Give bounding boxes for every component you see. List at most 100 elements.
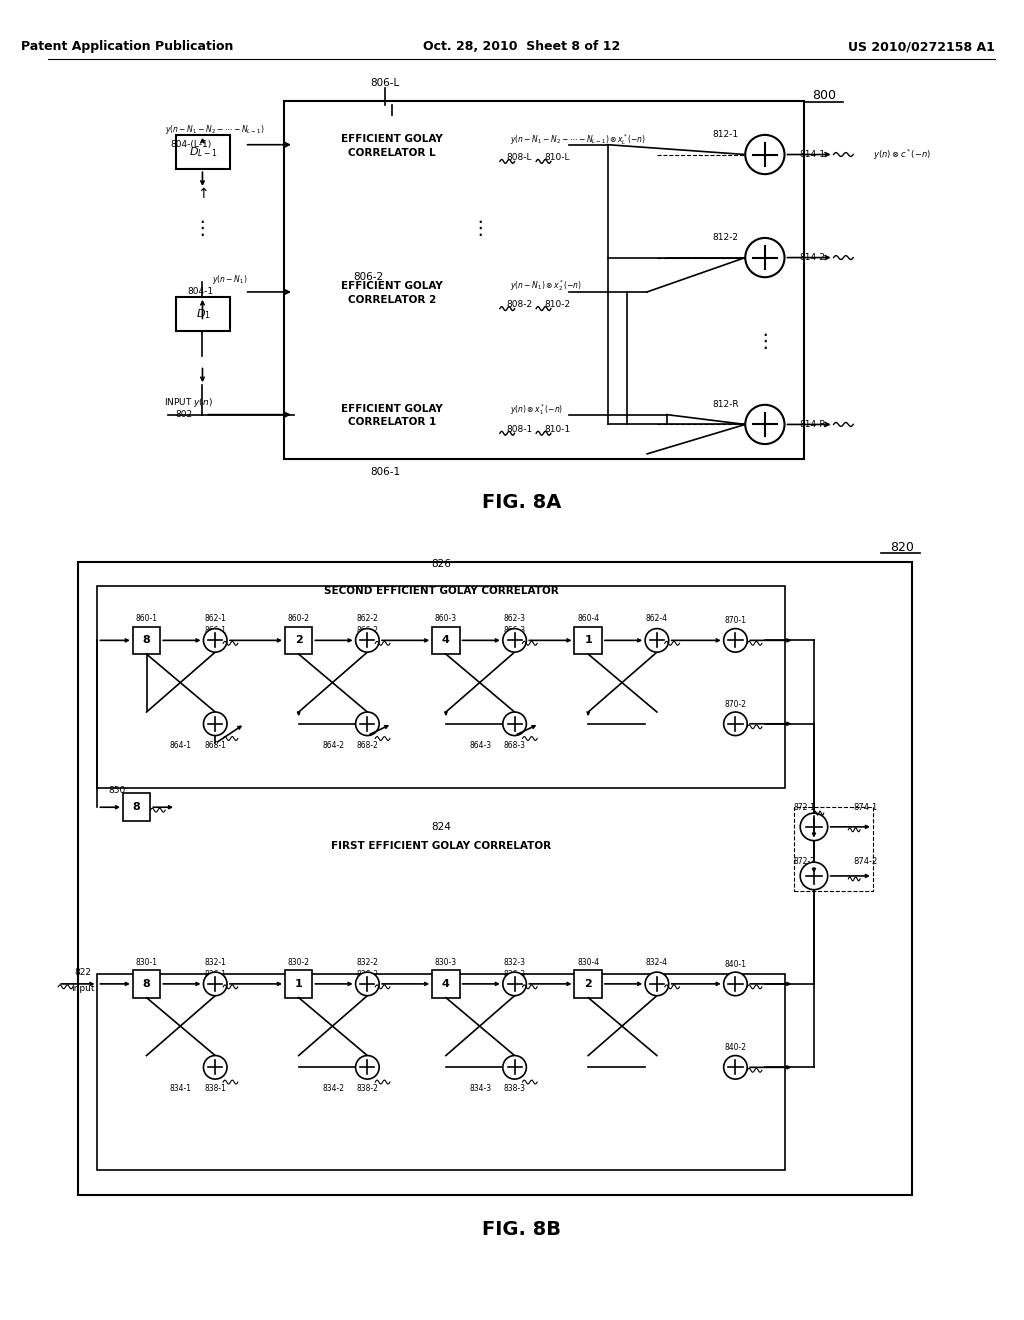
Text: 874-2: 874-2 <box>853 857 878 866</box>
Text: FIRST EFFICIENT GOLAY CORRELATOR: FIRST EFFICIENT GOLAY CORRELATOR <box>331 841 551 851</box>
Circle shape <box>355 1056 379 1080</box>
FancyBboxPatch shape <box>574 970 602 998</box>
Text: 808-L: 808-L <box>507 153 532 162</box>
Text: 864-3: 864-3 <box>469 741 492 750</box>
Circle shape <box>503 1056 526 1080</box>
Text: 806-2: 806-2 <box>353 272 383 282</box>
Text: 812-R: 812-R <box>713 400 739 409</box>
Text: ⋮: ⋮ <box>193 219 212 238</box>
Text: 868-2: 868-2 <box>356 741 378 750</box>
Text: 840-2: 840-2 <box>724 1043 746 1052</box>
Text: 862-4: 862-4 <box>646 614 668 623</box>
Text: Patent Application Publication: Patent Application Publication <box>20 40 233 53</box>
Text: 2: 2 <box>295 635 302 645</box>
FancyBboxPatch shape <box>133 970 161 998</box>
Text: 832-2: 832-2 <box>356 958 378 966</box>
Text: 820: 820 <box>890 541 914 553</box>
Text: 8: 8 <box>142 635 151 645</box>
Text: 866-2: 866-2 <box>356 626 378 635</box>
Text: 812-2: 812-2 <box>713 234 738 243</box>
Text: 870-1: 870-1 <box>724 616 746 626</box>
Text: $D_{L-1}$: $D_{L-1}$ <box>188 145 217 160</box>
Circle shape <box>503 628 526 652</box>
Circle shape <box>724 972 748 995</box>
Text: Input: Input <box>71 985 94 994</box>
Text: 810-1: 810-1 <box>544 425 570 434</box>
Text: $y(n)\otimes x_1^*(-n)$: $y(n)\otimes x_1^*(-n)$ <box>510 403 563 417</box>
Circle shape <box>800 862 827 890</box>
Text: 830-1: 830-1 <box>135 958 158 966</box>
Text: 872-2: 872-2 <box>794 857 815 866</box>
Text: 812-1: 812-1 <box>713 131 738 140</box>
Text: 832-1: 832-1 <box>205 958 226 966</box>
Text: EFFICIENT GOLAY: EFFICIENT GOLAY <box>341 404 442 413</box>
Text: 4: 4 <box>442 635 450 645</box>
Circle shape <box>724 711 748 735</box>
Text: 866-3: 866-3 <box>504 626 525 635</box>
FancyBboxPatch shape <box>123 793 151 821</box>
FancyBboxPatch shape <box>432 627 460 655</box>
Text: 874-1: 874-1 <box>853 803 878 812</box>
Circle shape <box>745 135 784 174</box>
Text: INPUT $y(n)$: INPUT $y(n)$ <box>164 396 213 409</box>
Text: 810-2: 810-2 <box>544 300 570 309</box>
Text: 810-L: 810-L <box>544 153 569 162</box>
Text: 804-(L-1): 804-(L-1) <box>170 140 211 149</box>
FancyBboxPatch shape <box>284 100 804 459</box>
Text: 860-4: 860-4 <box>578 614 599 623</box>
FancyBboxPatch shape <box>285 970 312 998</box>
Text: 830-4: 830-4 <box>578 958 599 966</box>
Text: 822: 822 <box>74 968 91 977</box>
Text: EFFICIENT GOLAY: EFFICIENT GOLAY <box>341 133 442 144</box>
FancyBboxPatch shape <box>97 586 784 788</box>
Text: 872-1: 872-1 <box>794 803 815 812</box>
Text: 864-2: 864-2 <box>322 741 344 750</box>
Text: 860-3: 860-3 <box>435 614 457 623</box>
Text: 4: 4 <box>442 979 450 989</box>
Text: FIG. 8A: FIG. 8A <box>481 494 561 512</box>
Text: 830-3: 830-3 <box>435 958 457 966</box>
Text: CORRELATOR 1: CORRELATOR 1 <box>348 417 436 428</box>
Text: 806-1: 806-1 <box>370 466 400 477</box>
Text: 808-2: 808-2 <box>507 300 532 309</box>
Text: $y(n-N_1)\otimes x_2^*(-n)$: $y(n-N_1)\otimes x_2^*(-n)$ <box>510 277 582 293</box>
Text: 814-2: 814-2 <box>800 253 825 263</box>
Text: 2: 2 <box>585 979 592 989</box>
Text: FIG. 8B: FIG. 8B <box>482 1220 561 1238</box>
Text: 836-1: 836-1 <box>204 970 226 978</box>
FancyBboxPatch shape <box>285 627 312 655</box>
Circle shape <box>355 628 379 652</box>
Text: 838-3: 838-3 <box>504 1085 525 1093</box>
Text: 834-3: 834-3 <box>469 1085 492 1093</box>
Text: 836-3: 836-3 <box>504 970 525 978</box>
FancyBboxPatch shape <box>574 627 602 655</box>
Circle shape <box>204 972 227 995</box>
Text: 802: 802 <box>175 411 193 420</box>
Circle shape <box>645 972 669 995</box>
Circle shape <box>355 711 379 735</box>
Text: 866-1: 866-1 <box>204 626 226 635</box>
Text: 808-1: 808-1 <box>507 425 532 434</box>
FancyBboxPatch shape <box>97 974 784 1171</box>
Text: 850: 850 <box>109 785 126 795</box>
Text: 860-1: 860-1 <box>135 614 158 623</box>
Text: $y(n-N_1)$: $y(n-N_1)$ <box>212 273 248 285</box>
Text: 814-1: 814-1 <box>800 150 825 158</box>
Text: 814-R: 814-R <box>800 420 826 429</box>
Text: CORRELATOR L: CORRELATOR L <box>348 148 436 157</box>
Text: CORRELATOR 2: CORRELATOR 2 <box>348 294 436 305</box>
Text: 862-1: 862-1 <box>205 614 226 623</box>
Text: 862-3: 862-3 <box>504 614 525 623</box>
Circle shape <box>745 238 784 277</box>
Circle shape <box>204 711 227 735</box>
Text: US 2010/0272158 A1: US 2010/0272158 A1 <box>849 40 995 53</box>
Circle shape <box>204 1056 227 1080</box>
Text: 1: 1 <box>585 635 592 645</box>
Text: 860-2: 860-2 <box>288 614 309 623</box>
Text: 800: 800 <box>812 90 836 102</box>
Circle shape <box>503 711 526 735</box>
Text: $y(n)\otimes c^*(-n)$: $y(n)\otimes c^*(-n)$ <box>872 148 931 162</box>
Text: 870-2: 870-2 <box>724 700 746 709</box>
Text: 824: 824 <box>431 822 451 832</box>
Text: 862-2: 862-2 <box>356 614 378 623</box>
